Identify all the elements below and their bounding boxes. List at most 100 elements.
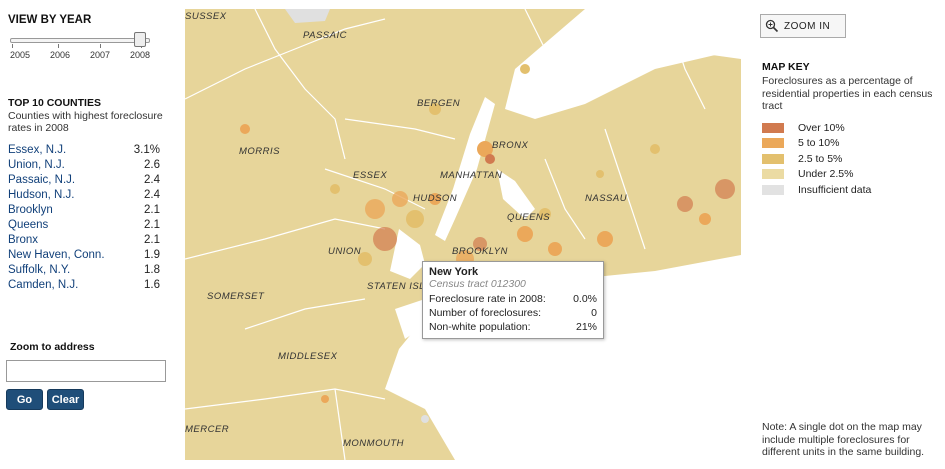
county-name[interactable]: Hudson, N.J. (8, 189, 75, 201)
legend-row: Insufficient data (762, 182, 871, 198)
county-name[interactable]: Passaic, N.J. (8, 174, 76, 186)
legend-row: 2.5 to 5% (762, 151, 871, 167)
county-row[interactable]: Essex, N.J. 3.1% (8, 144, 160, 159)
county-name[interactable]: Union, N.J. (8, 159, 65, 171)
map-key-heading: MAP KEY (762, 61, 810, 73)
county-name[interactable]: Queens (8, 219, 49, 231)
legend-row: Over 10% (762, 120, 871, 136)
year-label-2006[interactable]: 2006 (50, 50, 71, 60)
county-row[interactable]: Queens 2.1 (8, 219, 160, 234)
county-row[interactable]: Brooklyn 2.1 (8, 204, 160, 219)
legend-label: Over 10% (798, 121, 845, 134)
upper-bay (390, 229, 425, 279)
county-name[interactable]: Bronx (8, 234, 39, 246)
insufficient-area (285, 9, 330, 23)
tooltip-row-value: 21% (575, 321, 597, 333)
map-label-manhattan: MANHATTAN (440, 170, 502, 181)
map-label-brooklyn: BROOKLYN (452, 246, 508, 257)
county-rate: 2.4 (144, 174, 160, 186)
view-by-year-heading: VIEW BY YEAR (8, 14, 92, 26)
county-row[interactable]: Bronx 2.1 (8, 234, 160, 249)
county-row[interactable]: Suffolk, N.Y. 1.8 (8, 264, 160, 279)
legend-swatch (762, 169, 784, 180)
county-name[interactable]: New Haven, Conn. (8, 249, 105, 261)
left-panel: VIEW BY YEAR 2005 2006 2007 2008 TOP 10 … (0, 0, 180, 469)
county-rate: 2.4 (144, 189, 160, 201)
census-tract-tooltip: New York Census tract 012300 Foreclosure… (422, 261, 604, 339)
foreclosure-map[interactable]: SUSSEX PASSAIC BERGEN BRONX MORRIS ESSEX… (184, 8, 741, 461)
clear-button[interactable]: Clear (47, 389, 84, 410)
tooltip-row-label: Non-white population: (429, 321, 531, 333)
county-boundaries (184, 8, 706, 461)
tooltip-row-value: 0 (591, 307, 597, 319)
county-name[interactable]: Camden, N.J. (8, 279, 79, 291)
map-label-somerset: SOMERSET (207, 291, 265, 302)
top-counties-description: Counties with highest foreclosure rates … (8, 110, 163, 134)
magnifier-plus-icon (765, 19, 779, 33)
map-label-nassau: NASSAU (585, 193, 627, 204)
county-rate: 2.1 (144, 234, 160, 246)
county-row[interactable]: New Haven, Conn. 1.9 (8, 249, 160, 264)
address-input[interactable] (6, 360, 166, 382)
year-label-2005[interactable]: 2005 (10, 50, 31, 60)
map-label-hudson: HUDSON (413, 193, 457, 204)
zoom-in-label: ZOOM IN (784, 20, 831, 32)
county-name[interactable]: Essex, N.J. (8, 144, 67, 156)
east-river (497, 169, 535, 219)
county-rate: 2.1 (144, 204, 160, 216)
map-label-mercer: MERCER (185, 424, 229, 435)
map-canvas[interactable]: SUSSEX PASSAIC BERGEN BRONX MORRIS ESSEX… (184, 8, 741, 461)
map-label-morris: MORRIS (239, 146, 280, 157)
legend-swatch (762, 153, 784, 164)
county-rate: 2.1 (144, 219, 160, 231)
legend-swatch (762, 184, 784, 195)
tooltip-subtitle: Census tract 012300 (429, 278, 526, 290)
year-slider-thumb[interactable] (134, 32, 146, 47)
county-row[interactable]: Union, N.J. 2.6 (8, 159, 160, 174)
map-key-description: Foreclosures as a percentage of resident… (762, 75, 933, 112)
county-row[interactable]: Hudson, N.J. 2.4 (8, 189, 160, 204)
tooltip-row: Number of foreclosures: 0 (429, 306, 597, 320)
legend-swatch (762, 138, 784, 149)
tooltip-row-value: 0.0% (573, 293, 597, 305)
legend-label: 2.5 to 5% (798, 152, 843, 165)
legend-swatch (762, 122, 784, 133)
map-label-sussex: SUSSEX (185, 11, 227, 22)
county-rate: 1.6 (144, 279, 160, 291)
legend-row: 5 to 10% (762, 136, 871, 152)
county-name[interactable]: Suffolk, N.Y. (8, 264, 71, 276)
top-counties-heading: TOP 10 COUNTIES (8, 97, 101, 109)
county-rate: 1.9 (144, 249, 160, 261)
year-label-2008[interactable]: 2008 (130, 50, 151, 60)
legend-label: Insufficient data (798, 183, 872, 196)
year-tick (12, 44, 13, 48)
map-label-bronx: BRONX (492, 140, 528, 151)
county-row[interactable]: Camden, N.J. 1.6 (8, 279, 160, 294)
year-slider-track[interactable] (10, 38, 150, 43)
map-label-bergen: BERGEN (417, 98, 460, 109)
map-label-union: UNION (328, 246, 361, 257)
map-legend: Over 10% 5 to 10% 2.5 to 5% Under 2.5% I… (762, 120, 871, 198)
county-name[interactable]: Brooklyn (8, 204, 53, 216)
go-button[interactable]: Go (6, 389, 43, 410)
map-label-staten-island: STATEN ISL (367, 281, 425, 292)
map-label-essex: ESSEX (353, 170, 387, 181)
county-list: Essex, N.J. 3.1% Union, N.J. 2.6 Passaic, … (8, 144, 160, 294)
legend-label: Under 2.5% (798, 168, 854, 181)
map-label-monmouth: MONMOUTH (343, 438, 404, 449)
county-row[interactable]: Passaic, N.J. 2.4 (8, 174, 160, 189)
zoom-in-button[interactable]: ZOOM IN (760, 14, 846, 38)
county-rate: 3.1% (133, 144, 160, 156)
tooltip-row: Non-white population: 21% (429, 320, 597, 334)
county-rate: 1.8 (144, 264, 160, 276)
year-tick (58, 44, 59, 48)
year-tick (100, 44, 101, 48)
tooltip-row-label: Number of foreclosures: (429, 307, 542, 319)
map-label-passaic: PASSAIC (303, 30, 347, 41)
map-label-middlesex: MIDDLESEX (278, 351, 338, 362)
county-rate: 2.6 (144, 159, 160, 171)
map-note: Note: A single dot on the map may includ… (762, 421, 925, 458)
tooltip-row: Foreclosure rate in 2008: 0.0% (429, 292, 597, 306)
year-label-2007[interactable]: 2007 (90, 50, 111, 60)
zoom-to-address-heading: Zoom to address (10, 341, 95, 353)
